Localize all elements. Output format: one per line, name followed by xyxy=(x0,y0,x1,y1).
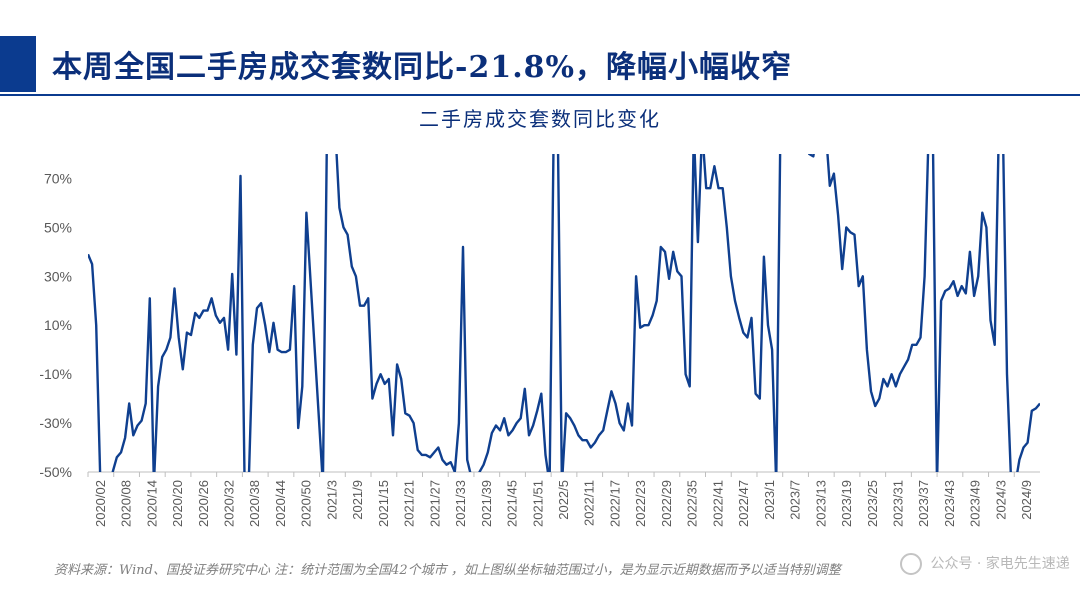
y-tick-label: 30% xyxy=(44,268,72,284)
x-tick-label: 2022/17 xyxy=(607,480,622,527)
header-divider xyxy=(0,94,1080,96)
x-tick-label: 2022/5 xyxy=(556,480,571,520)
x-tick-label: 2021/21 xyxy=(402,480,417,527)
x-tick-label: 2020/02 xyxy=(93,480,108,527)
y-tick-label: 10% xyxy=(44,317,72,333)
wechat-icon xyxy=(900,553,922,575)
x-tick-label: 2022/11 xyxy=(582,480,597,526)
x-tick-label: 2022/35 xyxy=(685,480,700,527)
x-tick-label: 2023/19 xyxy=(839,480,854,527)
x-tick-label: 2022/23 xyxy=(633,480,648,527)
x-tick-label: 2024/9 xyxy=(1019,480,1034,520)
x-tick-label: 2021/27 xyxy=(427,480,442,527)
header-accent-bar xyxy=(0,36,36,92)
y-tick-label: -10% xyxy=(39,366,72,382)
x-tick-label: 2020/14 xyxy=(144,480,159,527)
x-tick-label: 2020/20 xyxy=(170,480,185,527)
x-tick-label: 2020/26 xyxy=(196,480,211,527)
series-line xyxy=(88,154,1040,472)
line-chart: -50% -30% -10% 10% 30% 50% 70% 2020/02 2020/08 20… xyxy=(39,154,1040,527)
x-tick-label: 2023/25 xyxy=(865,480,880,527)
x-tick-label: 2023/37 xyxy=(916,480,931,527)
x-tick-label: 2020/08 xyxy=(119,480,134,527)
y-tick-label: -50% xyxy=(39,464,72,480)
source-note: 资料来源：Wind、国投证券研究中心 注：统计范围为全国42个城市 ，如上图纵坐… xyxy=(54,563,841,578)
x-tick-label: 2023/49 xyxy=(968,480,983,527)
x-tick-label: 2023/1 xyxy=(762,480,777,520)
x-tick-label: 2021/9 xyxy=(350,480,365,520)
y-tick-label: 50% xyxy=(44,219,72,235)
watermark: 公众号 · 家电先生速递 xyxy=(900,553,1070,575)
x-tick-label: 2023/43 xyxy=(942,480,957,527)
x-tick-label: 2022/47 xyxy=(736,480,751,527)
x-tick-label: 2023/13 xyxy=(813,480,828,527)
chart-title: 二手房成交套数同比变化 xyxy=(419,107,661,131)
x-tick-label: 2022/41 xyxy=(710,480,725,527)
x-tick-label: 2021/33 xyxy=(453,480,468,527)
y-tick-label: 70% xyxy=(44,170,72,186)
x-tick-label: 2021/45 xyxy=(505,480,520,527)
x-tick-label: 2021/15 xyxy=(376,480,391,527)
x-tick-label: 2021/39 xyxy=(479,480,494,527)
y-tick-label: -30% xyxy=(39,415,72,431)
x-tick-label: 2022/29 xyxy=(659,480,674,527)
watermark-text: 公众号 · 家电先生速递 xyxy=(930,556,1070,572)
x-tick-label: 2021/51 xyxy=(530,480,545,527)
x-tick-label: 2023/7 xyxy=(788,480,803,520)
x-tick-label: 2024/3 xyxy=(993,480,1008,520)
x-tick-label: 2021/3 xyxy=(324,480,339,520)
x-tick-label: 2020/32 xyxy=(222,480,237,527)
x-tick-label: 2020/38 xyxy=(247,480,262,527)
x-tick-label: 2020/50 xyxy=(299,480,314,527)
x-tick-label: 2023/31 xyxy=(890,480,905,527)
x-tick-label: 2020/44 xyxy=(273,480,288,527)
page-title: 本周全国二手房成交套数同比-21.8%，降幅小幅收窄 xyxy=(52,50,793,85)
